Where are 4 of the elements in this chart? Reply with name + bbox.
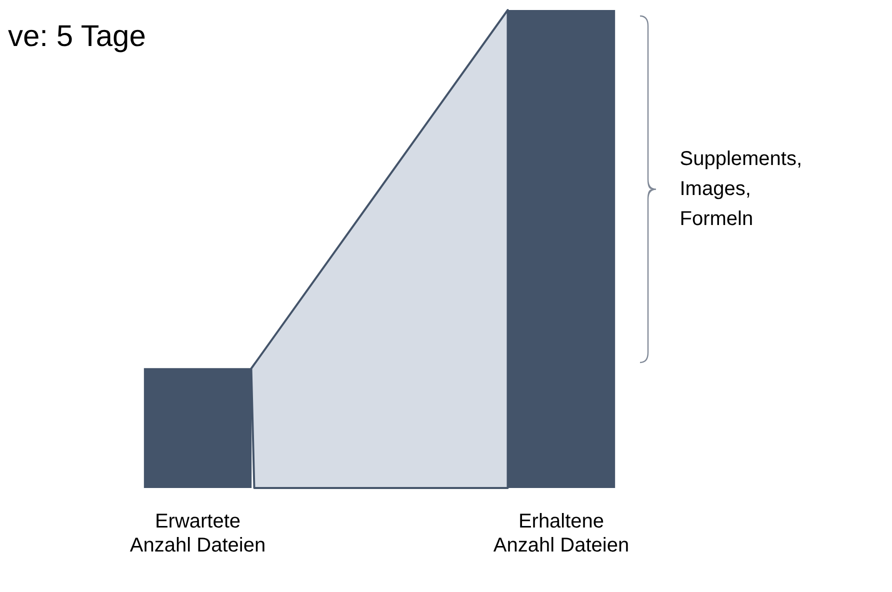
x-tick-label: Erhaltene Anzahl Dateien <box>493 510 630 557</box>
chart-title: ve: 5 Tage <box>8 20 146 54</box>
annotation: Supplements, Images, Formeln <box>680 147 804 232</box>
x-tick-label: Erwartete Anzahl Dateien <box>130 510 266 557</box>
